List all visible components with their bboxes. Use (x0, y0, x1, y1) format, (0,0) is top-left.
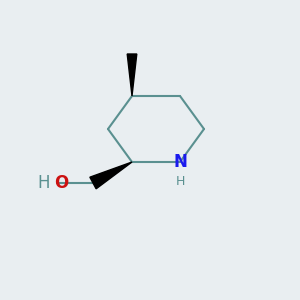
Text: H: H (175, 175, 185, 188)
Text: N: N (173, 153, 187, 171)
Text: H: H (37, 174, 50, 192)
Polygon shape (90, 162, 132, 189)
Polygon shape (127, 54, 137, 96)
Text: O: O (54, 174, 69, 192)
